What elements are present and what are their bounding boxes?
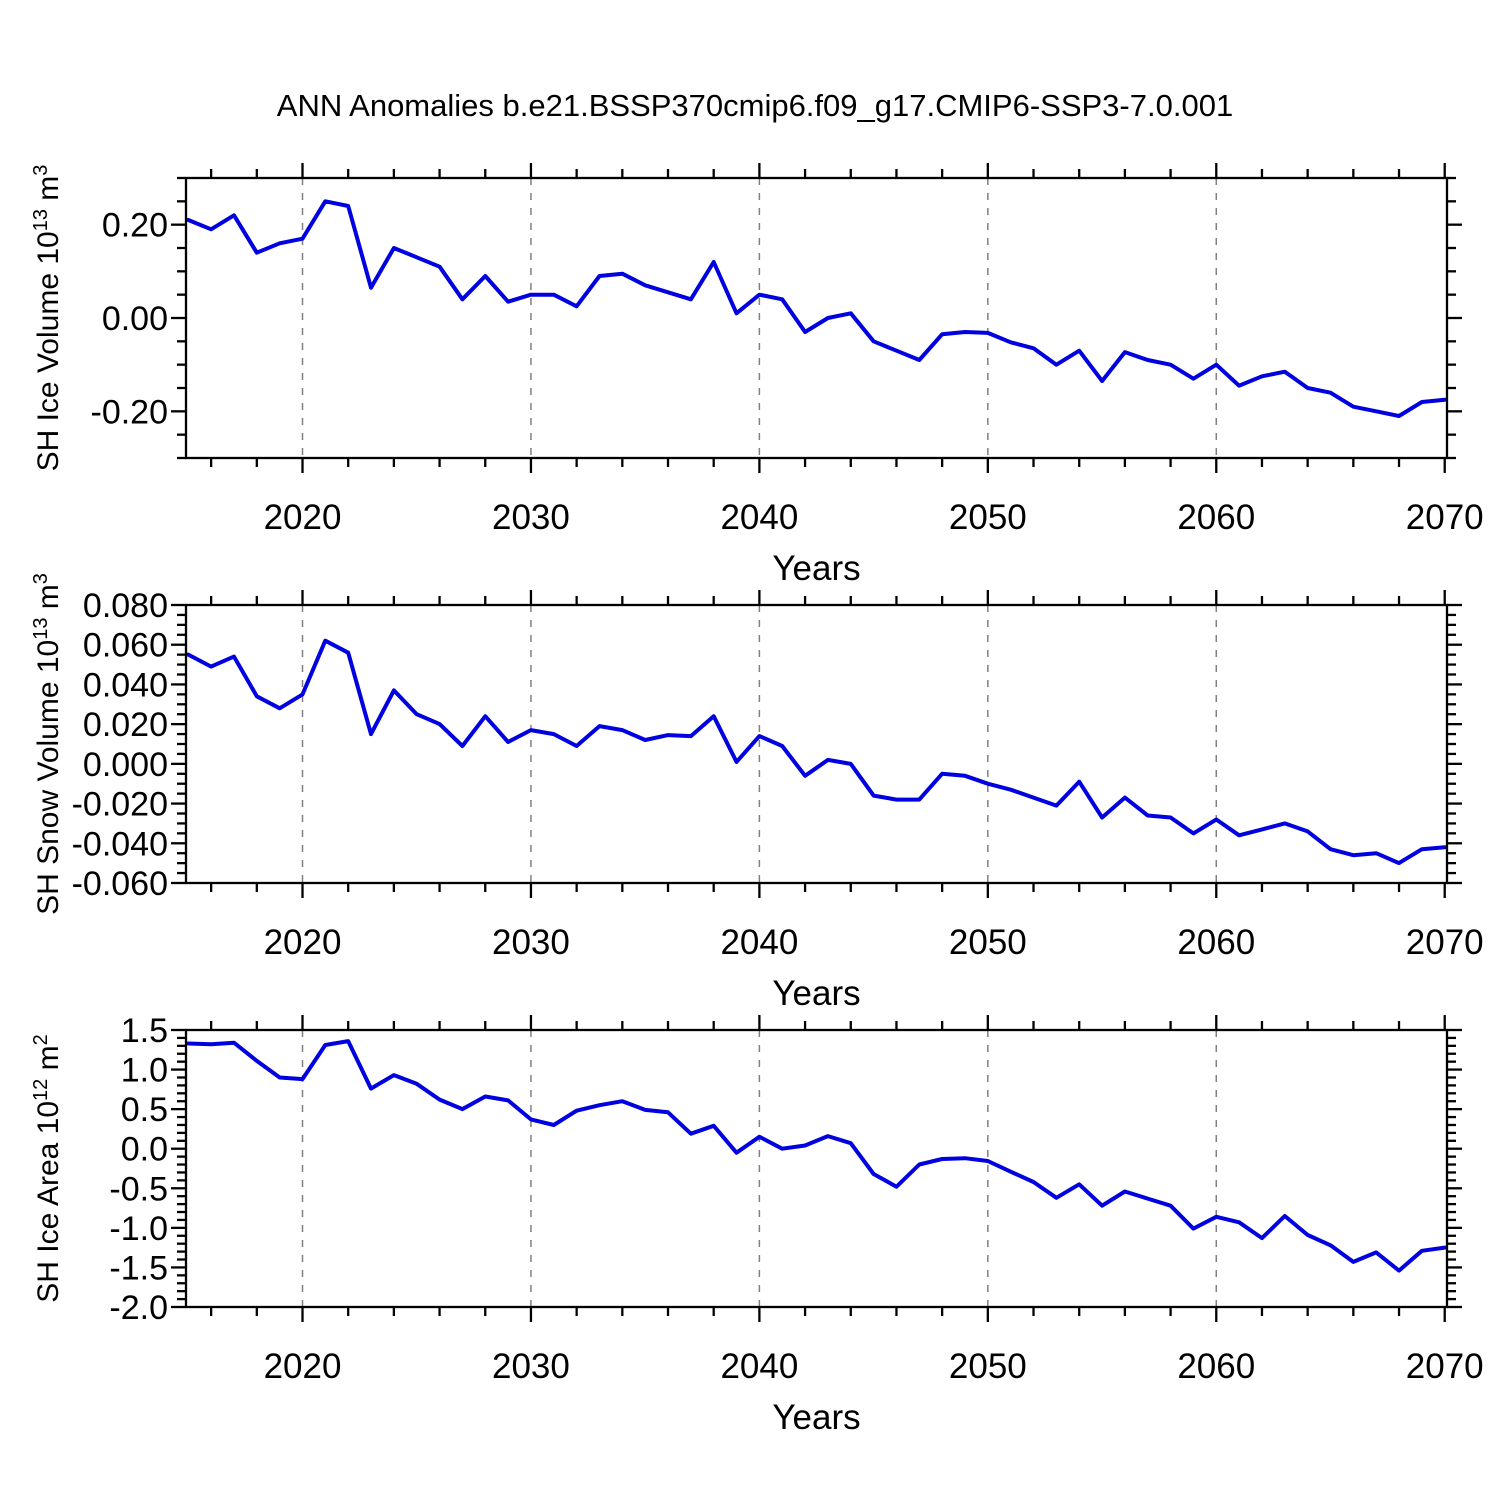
x-tick-label: 2030 xyxy=(492,1347,570,1386)
y-axis-title: SH Snow Volume 1013 m3 xyxy=(30,573,65,915)
y-tick-label: 0.5 xyxy=(121,1091,168,1129)
x-tick-label: 2050 xyxy=(949,1347,1027,1386)
x-tick-label: 2050 xyxy=(949,498,1027,537)
y-tick-label: 0.0 xyxy=(121,1131,168,1169)
y-tick-label: 0.060 xyxy=(83,627,168,665)
y-tick-label: 0.20 xyxy=(102,207,168,245)
y-tick-label: 0.020 xyxy=(83,706,168,744)
y-tick-label: -2.0 xyxy=(109,1289,168,1327)
y-tick-label: 0.040 xyxy=(83,666,168,704)
y-tick-label: -0.040 xyxy=(72,825,168,863)
y-axis-title: SH Ice Volume 1013 m3 xyxy=(30,165,65,472)
panel-sh-ice-volume: 2020 2030 2040 2050 2060 2070 0.20 0.00 -0.20 Yea… xyxy=(30,163,1484,588)
x-tick-label: 2040 xyxy=(720,1347,798,1386)
panel-sh-ice-area: 2020 2030 2040 2050 2060 2070 1.51.00.50.0-0.5… xyxy=(30,1012,1484,1437)
y-axis-title: SH Ice Area 1012 m2 xyxy=(30,1034,65,1303)
axis-frame xyxy=(184,176,1449,460)
y-tick-label: -0.020 xyxy=(72,786,168,824)
x-tick-label: 2020 xyxy=(264,498,342,537)
y-tick-label: -0.060 xyxy=(72,865,168,903)
series-line-sh-ice-area xyxy=(186,1039,1447,1273)
axis-frame xyxy=(184,1028,1449,1309)
y-tick-label: 0.00 xyxy=(102,300,168,338)
y-tick-label: -1.5 xyxy=(109,1249,168,1287)
x-tick-label: 2040 xyxy=(720,498,798,537)
y-tick-label: -1.0 xyxy=(109,1210,168,1248)
x-axis-title: Years xyxy=(772,1398,860,1437)
axis-frame xyxy=(184,603,1449,885)
panel-sh-snow-volume: 2020 2030 2040 2050 2060 20700.0800.0600.0400… xyxy=(30,573,1484,1013)
x-tick-label: 2070 xyxy=(1406,498,1484,537)
x-tick-label: 2070 xyxy=(1406,1347,1484,1386)
y-tick-label: 0.000 xyxy=(83,746,168,784)
y-tick-label: -0.20 xyxy=(91,393,169,431)
x-axis-title: Years xyxy=(772,549,860,588)
x-tick-label: 2070 xyxy=(1406,923,1484,962)
x-tick-label: 2030 xyxy=(492,498,570,537)
x-tick-label: 2020 xyxy=(264,1347,342,1386)
x-tick-label: 2040 xyxy=(720,923,798,962)
x-axis-title: Years xyxy=(772,974,860,1013)
x-tick-label: 2020 xyxy=(264,923,342,962)
x-tick-label: 2050 xyxy=(949,923,1027,962)
y-tick-label: 1.5 xyxy=(121,1012,168,1050)
x-tick-label: 2030 xyxy=(492,923,570,962)
series-line-sh-snow-volume xyxy=(186,638,1447,866)
x-tick-label: 2060 xyxy=(1177,1347,1255,1386)
x-tick-label: 2060 xyxy=(1177,498,1255,537)
chart-title: ANN Anomalies b.e21.BSSP370cmip6.f09_g17… xyxy=(276,88,1234,123)
x-tick-label: 2060 xyxy=(1177,923,1255,962)
y-tick-label: -0.5 xyxy=(109,1170,168,1208)
series-line-sh-ice-volume xyxy=(186,199,1447,418)
y-tick-label: 1.0 xyxy=(121,1052,168,1090)
y-tick-label: 0.080 xyxy=(83,587,168,625)
